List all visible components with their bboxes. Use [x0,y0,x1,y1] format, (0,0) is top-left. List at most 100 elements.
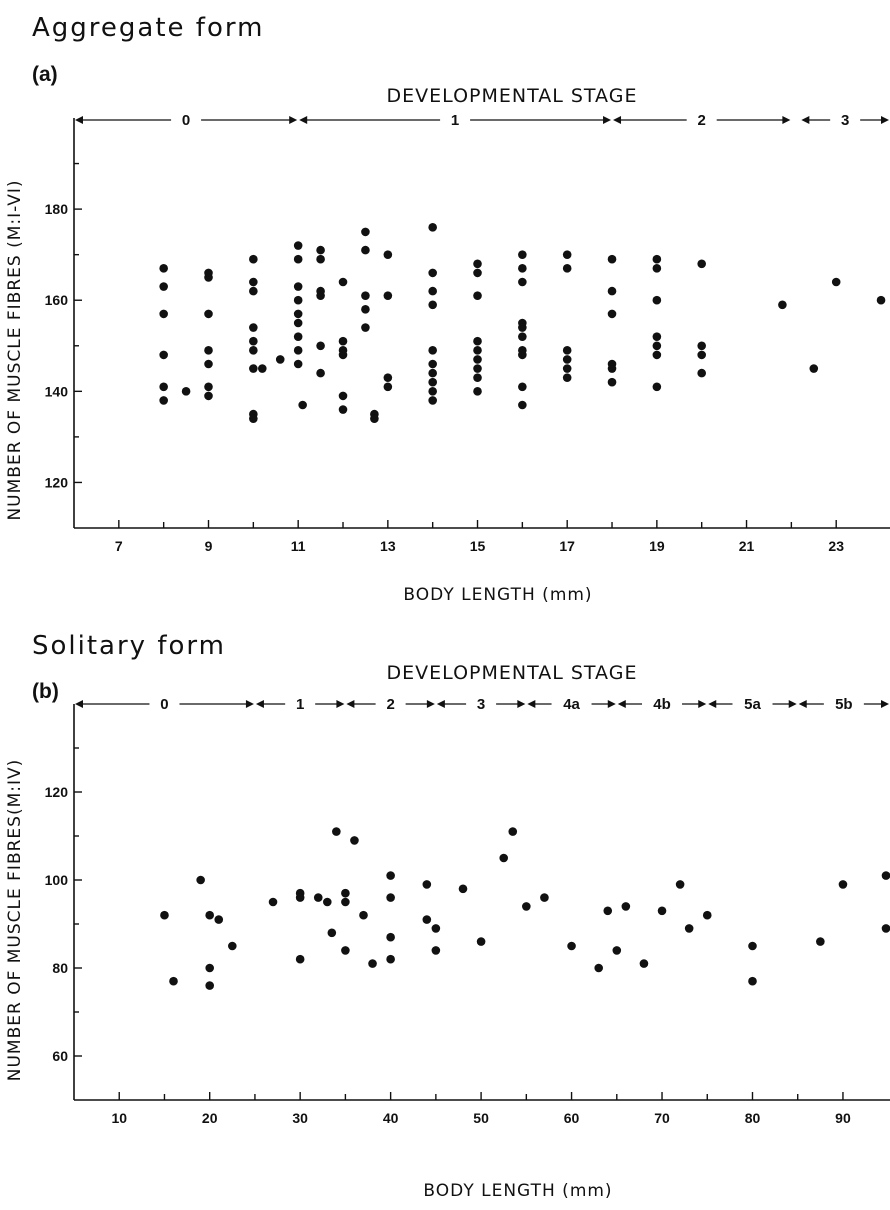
y-tick-label: 100 [45,872,69,888]
data-point [249,277,258,287]
data-point [518,250,527,259]
data-point [473,355,482,364]
y-tick-label: 160 [45,292,69,308]
data-point [386,871,395,880]
stage-arrowhead-left [75,116,83,124]
data-point [249,323,258,332]
stage-arrowhead-right [603,116,612,124]
stage-label: 4a [563,696,580,713]
aggregate-form-title: Aggregate form [32,13,264,43]
data-point [295,893,305,902]
data-point [607,309,617,319]
data-point [458,884,468,894]
stage-arrowhead-left [613,116,622,124]
stage-arrowhead-right [698,700,707,708]
data-point [383,373,393,382]
data-point [612,946,622,955]
x-tick-label: 80 [745,1110,761,1126]
data-point [205,910,214,920]
stage-arrowhead-left [617,700,626,708]
stage-label: 3 [477,696,485,713]
x-tick-label: 19 [649,538,665,554]
data-point [341,888,350,898]
data-point [562,346,572,355]
data-point [316,254,325,264]
data-point [473,336,482,346]
data-point [422,880,432,889]
stage-label: 1 [296,696,304,713]
data-point [159,309,168,319]
stage-label: 0 [182,112,190,129]
data-point [518,382,527,392]
panel-b-stage-title: DEVELOPMENTAL STAGE [387,662,638,684]
data-point [748,941,757,951]
stage-label: 2 [386,696,394,713]
data-point [473,346,482,355]
data-point [249,286,258,296]
data-point [562,373,572,382]
y-tick-label: 120 [45,474,69,490]
data-point [702,910,712,920]
data-point [684,924,694,933]
data-point [652,382,662,392]
data-point [428,346,437,355]
data-point [228,941,237,951]
data-point [518,277,527,287]
data-point [204,273,213,282]
data-point [361,323,370,332]
data-point [249,364,258,373]
data-point [508,827,518,836]
data-point [338,277,348,287]
data-point [249,346,258,355]
y-tick-label: 120 [45,784,69,800]
data-point [338,336,348,346]
data-point [621,902,631,911]
stage-arrowhead-left [527,700,536,708]
stage-arrowhead-left [801,116,810,124]
data-point [697,350,706,360]
stage-label: 3 [841,112,849,129]
data-point [332,827,341,836]
data-point [428,368,437,378]
stage-label: 5a [744,696,761,713]
data-point [473,268,482,278]
data-point [428,300,437,310]
data-point [428,359,437,369]
data-point [518,323,527,332]
stage-label: 4b [653,696,671,713]
stage-arrowhead-right [607,700,616,708]
data-point [361,291,370,300]
stage-arrowhead-left [299,116,308,124]
data-point [370,414,379,423]
data-point [249,336,258,346]
stage-arrowhead-right [336,700,345,708]
panel-a-stage-title: DEVELOPMENTAL STAGE [387,85,638,107]
data-point [607,364,617,373]
stage-arrowhead-right [881,700,889,708]
y-tick-label: 140 [45,383,69,399]
data-point [204,309,213,319]
data-point [473,291,482,300]
x-tick-label: 10 [111,1110,127,1126]
data-point [338,405,348,414]
data-point [518,264,527,273]
data-point [697,259,706,269]
data-point [422,915,432,924]
data-point [368,959,377,968]
data-point [293,254,303,264]
data-point [386,893,395,902]
x-tick-label: 17 [559,538,575,554]
x-tick-label: 60 [564,1110,580,1126]
panel-b-label: (b) [32,680,59,703]
stage-label: 1 [451,112,459,129]
data-point [876,295,886,305]
stage-arrowhead-right [426,700,435,708]
data-point [562,355,572,364]
data-point [428,223,437,232]
data-point [881,871,890,880]
x-tick-label: 20 [202,1110,218,1126]
data-point [204,359,213,369]
data-point [697,368,706,378]
panel-b-y-axis-label: NUMBER OF MUSCLE FIBRES(M:IV) [5,759,25,1082]
data-point [838,880,848,889]
